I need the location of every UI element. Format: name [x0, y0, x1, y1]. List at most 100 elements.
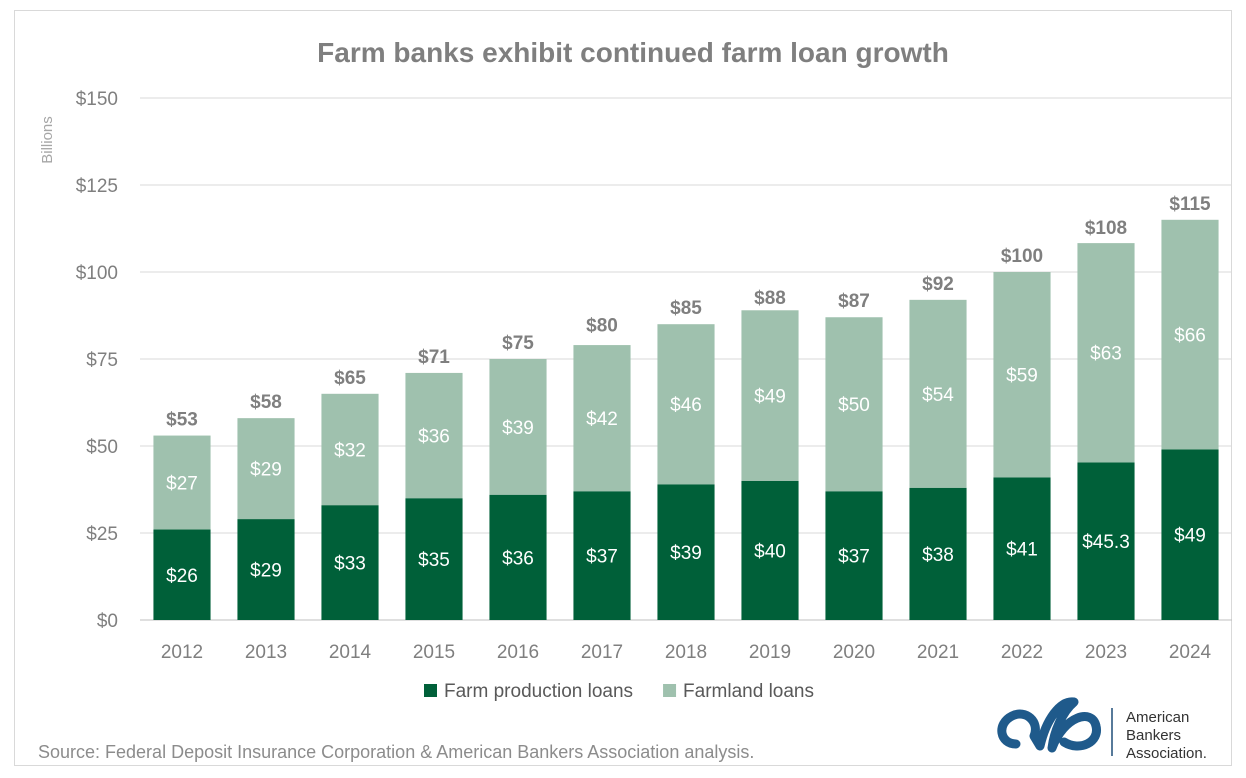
source-note: Source: Federal Deposit Insurance Corpor…	[38, 742, 754, 762]
data-label-total: $100	[1001, 246, 1043, 267]
x-tick-label: 2020	[833, 642, 875, 663]
data-label-farmland: $27	[166, 474, 198, 495]
x-tick-label: 2018	[665, 642, 707, 663]
y-tick-label: $100	[76, 263, 118, 284]
y-axis-unit-label: Billions	[39, 116, 56, 164]
data-label-farm-production: $39	[670, 543, 702, 564]
data-label-total: $80	[586, 316, 618, 337]
x-tick-label: 2014	[329, 642, 372, 663]
data-label-farm-production: $49	[1174, 526, 1206, 547]
legend: Farm production loans Farmland loans	[424, 681, 814, 702]
bar-farm-production-2016	[489, 494, 547, 620]
data-label-farm-production: $26	[166, 566, 198, 587]
data-label-farm-production: $33	[334, 554, 366, 575]
data-label-farm-production: $38	[922, 545, 954, 566]
data-label-farmland: $36	[418, 427, 450, 448]
american-bankers-association-logo: American Bankers Association.	[997, 697, 1207, 762]
legend-swatch	[663, 684, 677, 697]
chart-title: Farm banks exhibit continued farm loan g…	[317, 37, 949, 68]
bar-farm-production-2019	[741, 480, 799, 620]
data-label-farmland: $50	[838, 395, 870, 416]
aba-monogram-icon	[997, 697, 1101, 753]
data-label-total: $75	[502, 333, 534, 354]
data-label-farmland: $39	[502, 418, 534, 439]
data-label-farmland: $42	[586, 409, 618, 430]
x-tick-label: 2019	[749, 642, 791, 663]
y-tick-label: $150	[76, 89, 118, 110]
x-tick-label: 2021	[917, 642, 959, 663]
bar-farmland-2024	[1161, 219, 1219, 450]
bar-farm-production-2012	[153, 529, 211, 620]
bar-farm-production-2018	[657, 484, 715, 620]
data-label-total: $88	[754, 288, 786, 309]
legend-entry: Farmland loans	[683, 681, 814, 702]
data-label-farm-production: $37	[586, 547, 618, 568]
bar-farmland-2016	[489, 359, 547, 495]
data-label-farmland: $63	[1090, 344, 1122, 365]
bar-farm-production-2013	[237, 519, 295, 620]
data-label-farm-production: $41	[1006, 540, 1038, 561]
x-tick-label: 2013	[245, 642, 287, 663]
x-tick-label: 2024	[1169, 642, 1212, 663]
y-axis-ticks: $0 $25 $50 $75 $100 $125 $150	[76, 89, 118, 632]
x-axis-ticks: 2012 2013 2014 2015 2016 2017 2018 2019 2020 2021…	[161, 642, 1212, 663]
bar-farmland-2018	[657, 324, 715, 485]
data-label-total: $108	[1085, 218, 1127, 239]
bar-farm-production-2022	[993, 477, 1051, 620]
bar-farmland-2013	[237, 418, 295, 520]
data-label-farmland: $59	[1006, 366, 1038, 387]
data-label-farm-production: $35	[418, 550, 450, 571]
data-label-total: $71	[418, 347, 450, 368]
bars: $26 $27 $53 $29 $29 $58 $33 $32 $65 $35 $36 $71 $36 $…	[153, 194, 1219, 620]
x-tick-label: 2023	[1085, 642, 1127, 663]
data-label-farm-production: $37	[838, 547, 870, 568]
data-label-farm-production: $45.3	[1082, 532, 1130, 553]
data-label-total: $115	[1169, 194, 1211, 215]
bar-farmland-2017	[573, 345, 631, 492]
bar-farmland-2015	[405, 372, 463, 499]
y-tick-label: $125	[76, 176, 118, 197]
data-label-farmland: $54	[922, 385, 954, 406]
logo-line-2: Bankers	[1126, 727, 1181, 744]
x-tick-label: 2015	[413, 642, 455, 663]
data-label-total: $92	[922, 274, 954, 295]
data-label-total: $53	[166, 410, 198, 431]
data-label-farmland: $29	[250, 460, 282, 481]
logo-line-3: Association.	[1126, 745, 1207, 762]
data-label-farmland: $32	[334, 440, 366, 461]
legend-swatch	[424, 684, 437, 697]
logo-line-1: American	[1126, 709, 1189, 726]
data-label-farmland: $46	[670, 395, 702, 416]
bar-farmland-2023	[1077, 243, 1135, 463]
bar-farmland-2020	[825, 317, 883, 492]
data-label-farmland: $66	[1174, 326, 1206, 347]
legend-entry: Farm production loans	[444, 681, 633, 702]
x-tick-label: 2022	[1001, 642, 1043, 663]
bar-farmland-2012	[153, 435, 211, 530]
bar-farm-production-2017	[573, 491, 631, 620]
bar-farmland-2022	[993, 272, 1051, 478]
data-label-total: $58	[250, 392, 282, 413]
bar-farm-production-2020	[825, 491, 883, 620]
bar-farm-production-2014	[321, 505, 379, 620]
bar-farm-production-2024	[1161, 449, 1219, 620]
data-label-farm-production: $36	[502, 548, 534, 569]
data-label-total: $65	[334, 368, 366, 389]
y-tick-label: $25	[86, 524, 118, 545]
data-label-farm-production: $29	[250, 561, 282, 582]
bar-farmland-2014	[321, 393, 379, 506]
x-tick-label: 2012	[161, 642, 203, 663]
bar-farm-production-2021	[909, 487, 967, 620]
bar-farmland-2019	[741, 310, 799, 481]
y-tick-label: $50	[86, 437, 118, 458]
bar-farm-production-2015	[405, 498, 463, 620]
data-label-total: $85	[670, 298, 702, 319]
bar-farmland-2021	[909, 299, 967, 488]
x-tick-label: 2017	[581, 642, 623, 663]
y-tick-label: $75	[86, 350, 118, 371]
x-tick-label: 2016	[497, 642, 539, 663]
data-label-farmland: $49	[754, 387, 786, 408]
data-label-total: $87	[838, 291, 870, 312]
data-label-farm-production: $40	[754, 541, 786, 562]
